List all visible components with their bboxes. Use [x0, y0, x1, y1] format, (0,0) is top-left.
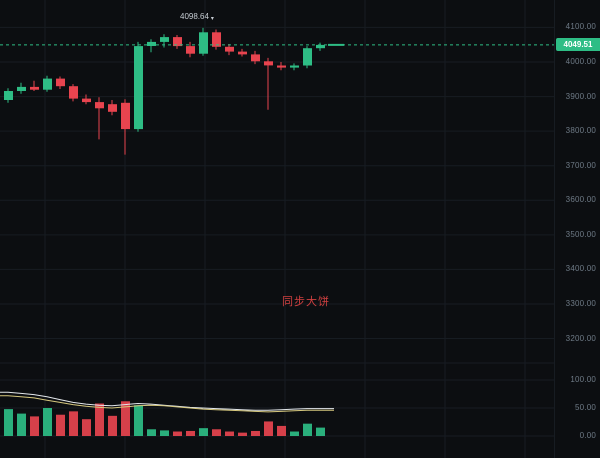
- candle-body: [121, 102, 130, 130]
- high-price-label: 4098.64 ▾: [180, 12, 214, 22]
- candle-body: [212, 32, 221, 47]
- volume-bar: [251, 430, 260, 436]
- volume-bar: [121, 401, 130, 436]
- volume-bar: [238, 432, 247, 436]
- candle-body: [199, 32, 208, 54]
- y-axis-label: 3200.00: [565, 334, 596, 343]
- price-axis[interactable]: 4100.00 4000.00 3900.00 3800.00 3700.00 3600.…: [554, 0, 600, 458]
- volume-ma-slow-line: [0, 395, 334, 413]
- y-axis-label: 100.00: [570, 375, 596, 384]
- candle-body: [17, 86, 26, 91]
- volume-ma-fast-line: [0, 391, 334, 411]
- candle-body: [186, 46, 195, 54]
- candle-body: [303, 48, 312, 66]
- candle-body: [43, 78, 52, 90]
- candle-body: [290, 65, 299, 68]
- volume-bar: [82, 419, 91, 436]
- chart-canvas[interactable]: [0, 0, 555, 458]
- volume-bar: [303, 423, 312, 436]
- volume-bar: [212, 429, 221, 436]
- volume-bar: [4, 409, 13, 436]
- volume-bar: [56, 414, 65, 436]
- volume-bar: [69, 411, 78, 436]
- volume-bar: [316, 427, 325, 436]
- y-axis-label: 4100.00: [565, 22, 596, 31]
- candle-body: [277, 65, 286, 68]
- y-axis-label: 3800.00: [565, 126, 596, 135]
- volume-bar: [30, 416, 39, 436]
- candle-body: [225, 46, 234, 52]
- candle-body: [95, 102, 104, 109]
- candle-body: [56, 78, 65, 87]
- volume-bar: [186, 430, 195, 436]
- watermark-text: 同步大饼: [282, 296, 330, 308]
- candle-body: [4, 91, 13, 100]
- volume-bar: [43, 408, 52, 436]
- y-axis-label: 0.00: [579, 431, 596, 440]
- down-arrow-icon: ▾: [210, 16, 214, 22]
- y-axis-label: 50.00: [574, 403, 596, 412]
- candle-body: [316, 44, 325, 49]
- y-axis-label: 3400.00: [565, 264, 596, 273]
- y-axis-label: 3500.00: [565, 230, 596, 239]
- volume-bar: [134, 405, 143, 436]
- y-axis-label: 4000.00: [565, 57, 596, 66]
- y-axis-label: 3600.00: [565, 195, 596, 204]
- candle-body: [30, 86, 39, 90]
- candle-body: [160, 37, 169, 42]
- volume-bar: [160, 430, 169, 436]
- volume-bar: [290, 431, 299, 436]
- volume-bar: [17, 413, 26, 436]
- volume-bar: [108, 415, 117, 436]
- y-axis-label: 3300.00: [565, 299, 596, 308]
- candle-body: [173, 37, 182, 47]
- volume-bar: [225, 431, 234, 436]
- high-price-text: 4098.64: [180, 12, 209, 21]
- volume-bar: [277, 425, 286, 436]
- y-axis-label: 3900.00: [565, 92, 596, 101]
- last-price-badge: 4049.51: [556, 38, 600, 51]
- candle-body: [108, 104, 117, 112]
- volume-bar: [95, 403, 104, 436]
- y-axis-label: 3700.00: [565, 161, 596, 170]
- volume-bar: [147, 429, 156, 436]
- volume-bar: [264, 421, 273, 436]
- candle-body: [134, 46, 143, 130]
- candle-body: [147, 41, 156, 46]
- candle-body: [238, 51, 247, 55]
- candle-body: [264, 61, 273, 66]
- candle-body: [69, 86, 78, 99]
- volume-bar: [199, 428, 208, 436]
- volume-bar: [173, 431, 182, 436]
- candle-body: [251, 54, 260, 62]
- candle-body: [82, 98, 91, 103]
